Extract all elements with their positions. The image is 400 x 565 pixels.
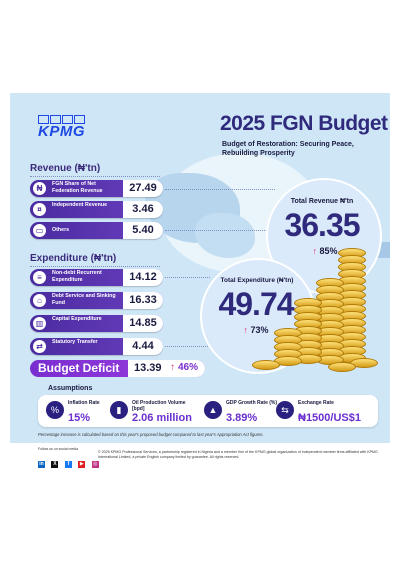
revenue-item-value: 3.46 (123, 201, 163, 218)
page-title: 2025 FGN Budget (220, 112, 388, 135)
assumption-value: 3.89% (226, 412, 258, 424)
revenue-item-label: Others (52, 227, 70, 233)
background-map-shape (195, 213, 255, 258)
footnote: Percentage increase is calculated based … (38, 432, 264, 437)
divider (30, 176, 160, 177)
expenditure-item: ≡ Non-debt Recurrent Expenditure 14.12 (30, 269, 163, 286)
revenue-title: Revenue (₦'tn) (30, 163, 101, 174)
revenue-item: ₦ FGN Share of Net Federation Revenue 27… (30, 180, 163, 197)
bank-icon: ⌂ (33, 294, 46, 307)
coin-stacks-illustration (238, 248, 378, 378)
assumption-label: Inflation Rate (68, 400, 100, 406)
social-title: Follow us on social media (38, 447, 79, 451)
building-icon: ▥ (33, 317, 46, 330)
divider (30, 266, 160, 267)
expenditure-item-label: Debt Service and Sinking Fund (52, 293, 116, 306)
revenue-item-value: 5.40 (123, 222, 163, 239)
expenditure-item-value: 14.12 (123, 269, 163, 286)
inflation-icon: % (46, 401, 64, 419)
naira-icon: ₦ (33, 182, 46, 195)
expenditure-item: ⇄ Statutory Transfer 4.44 (30, 338, 163, 355)
expenditure-item-value: 14.85 (123, 315, 163, 332)
facebook-icon[interactable]: f (64, 461, 72, 468)
page-subtitle: Budget of Restoration: Securing Peace, R… (222, 141, 354, 157)
budget-deficit-change: 46% (178, 362, 199, 373)
revenue-item: ▭ Others 5.40 (30, 222, 163, 239)
social-block: Follow us on social media in X f ▶ ◎ (38, 447, 101, 470)
revenue-item-label: FGN Share of Net Federation Revenue (52, 181, 103, 194)
expenditure-item-value: 16.33 (123, 292, 163, 309)
revenue-item: ¤ Independent Revenue 3.46 (30, 201, 163, 218)
total-revenue-change: ↑ 85% (300, 246, 350, 256)
coins-icon: ¤ (33, 203, 46, 216)
arrow-up-icon: ↑ (243, 325, 248, 335)
total-expenditure-value: 49.74 (218, 286, 294, 322)
budget-deficit-label: Budget Deficit (38, 361, 120, 375)
arrow-up-icon: ↑ (312, 246, 317, 256)
revenue-item-label: Independent Revenue (52, 202, 108, 208)
budget-deficit-bar: Budget Deficit 13.39 ↑ 46% (30, 360, 205, 377)
expenditure-item: ▥ Capital Expenditure 14.85 (30, 315, 163, 332)
arrow-up-icon: ↑ (170, 362, 175, 373)
budget-deficit-value: 13.39 (134, 362, 162, 374)
expenditure-title: Expenditure (₦'tn) (30, 253, 117, 264)
expenditure-item-value: 4.44 (123, 338, 163, 355)
youtube-icon[interactable]: ▶ (78, 461, 86, 468)
expenditure-item-label: Capital Expenditure (52, 316, 102, 322)
instagram-icon[interactable]: ◎ (91, 461, 99, 468)
assumption-value: ₦1500/US$1 (298, 412, 361, 424)
total-revenue-value: 36.35 (284, 207, 360, 243)
connector-line (165, 230, 275, 231)
budget-deficit-value-box: 13.39 ↑ 46% (128, 360, 205, 377)
assumption-label: Oil Production Volume [bpd] (132, 400, 186, 412)
total-expenditure-change-value: 73% (250, 325, 269, 335)
total-expenditure-change: ↑ 73% (231, 325, 281, 335)
expenditure-item-label: Statutory Transfer (52, 339, 98, 345)
connector-line (165, 277, 210, 278)
exchange-rate-icon: ⇆ (276, 401, 294, 419)
transfer-icon: ⇄ (33, 340, 46, 353)
assumption-value: 15% (68, 412, 91, 424)
expenditure-item-label: Non-debt Recurrent Expenditure (52, 270, 102, 283)
assumption-value: 2.06 million (132, 412, 192, 424)
oil-barrel-icon: ▮ (110, 401, 128, 419)
x-icon[interactable]: X (51, 461, 59, 468)
logo-text: KPMG (38, 123, 85, 140)
assumption-label: Exchange Rate (298, 400, 334, 406)
expenditure-item: ⌂ Debt Service and Sinking Fund 16.33 (30, 292, 163, 309)
kpmg-logo: KPMG (38, 115, 85, 139)
total-revenue-label: Total Revenue ₦'tn (290, 198, 354, 205)
assumptions-title: Assumptions (48, 385, 93, 392)
connector-line (165, 189, 275, 190)
linkedin-icon[interactable]: in (38, 461, 45, 468)
receipt-icon: ≡ (33, 271, 46, 284)
legal-notice: © 2025 KPMG Professional Services, a par… (98, 450, 378, 459)
assumption-label: GDP Growth Rate (%) (226, 400, 278, 406)
total-expenditure-label: Total Expenditure (₦'tn) (220, 277, 294, 284)
connector-line (165, 346, 210, 347)
revenue-item-value: 27.49 (123, 180, 163, 197)
gdp-chart-icon: ▲ (204, 401, 222, 419)
wallet-icon: ▭ (33, 224, 46, 237)
total-revenue-change-value: 85% (319, 246, 338, 256)
